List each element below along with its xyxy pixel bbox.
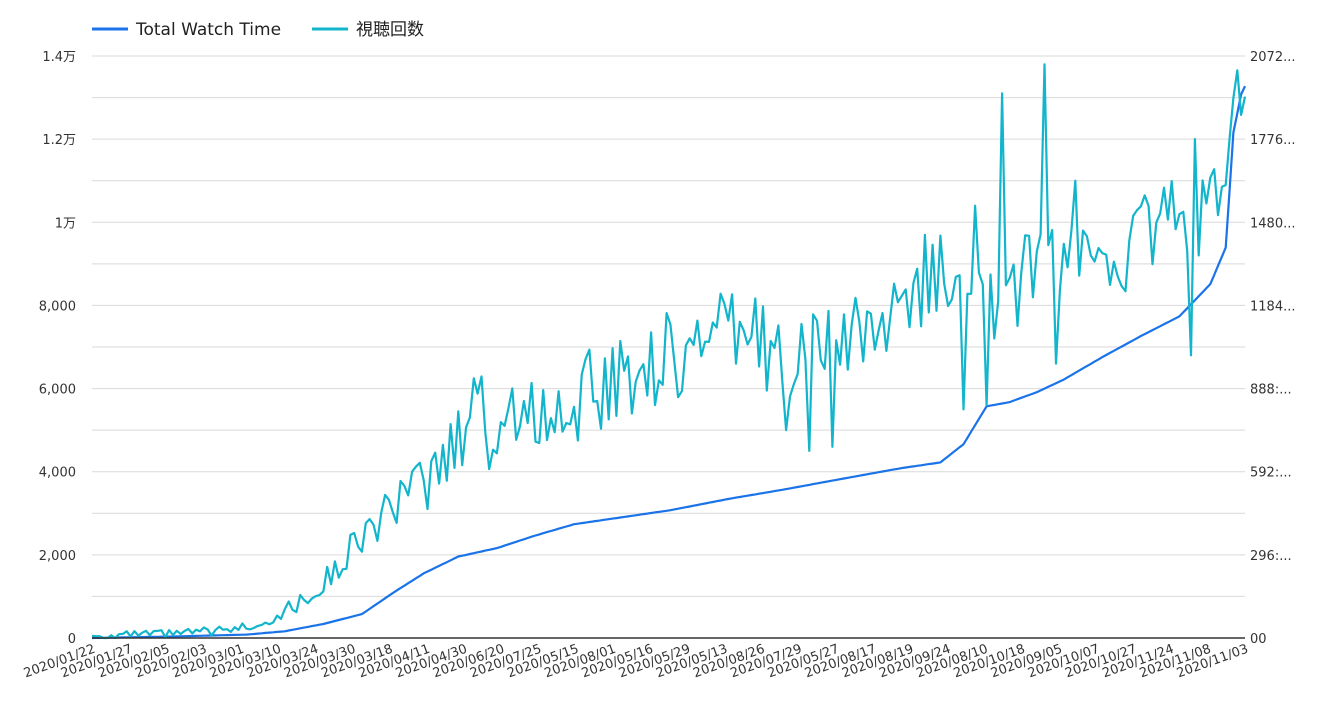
right-y-axis: 00 296:... 592:... 888:... 1184... 1480... 177… xyxy=(1250,50,1295,647)
left-tick-label: 1.4万 xyxy=(42,50,76,65)
series-line xyxy=(91,63,1247,640)
gridlines xyxy=(92,55,1245,597)
left-tick-label: 6,000 xyxy=(39,383,76,398)
right-tick-label: 1184... xyxy=(1250,299,1295,314)
left-y-axis: 0 2,000 4,000 6,000 8,000 1万 1.2万 1.4万 xyxy=(39,50,76,647)
left-tick-label: 2,000 xyxy=(39,549,76,564)
x-axis: 2020/01/222020/01/272020/02/052020/02/03… xyxy=(22,642,1251,682)
series-lines xyxy=(91,63,1247,640)
series-line xyxy=(91,85,1246,640)
left-tick-label: 4,000 xyxy=(39,466,76,481)
left-tick-label: 8,000 xyxy=(39,299,76,314)
left-tick-label: 0 xyxy=(68,632,76,647)
right-tick-label: 1776... xyxy=(1250,133,1295,148)
right-tick-label: 592:... xyxy=(1250,466,1292,481)
right-tick-label: 2072... xyxy=(1250,50,1295,65)
right-tick-label: 296:... xyxy=(1250,549,1292,564)
left-tick-label: 1.2万 xyxy=(42,133,76,148)
legend: Total Watch Time 視聴回数 xyxy=(92,20,424,40)
left-tick-label: 1万 xyxy=(55,216,76,231)
right-tick-label: 1480... xyxy=(1250,216,1295,231)
right-tick-label: 888:... xyxy=(1250,383,1292,398)
legend-label-total-watch-time: Total Watch Time xyxy=(135,20,281,40)
right-tick-label: 00 xyxy=(1250,632,1267,647)
legend-label-views: 視聴回数 xyxy=(356,20,424,40)
